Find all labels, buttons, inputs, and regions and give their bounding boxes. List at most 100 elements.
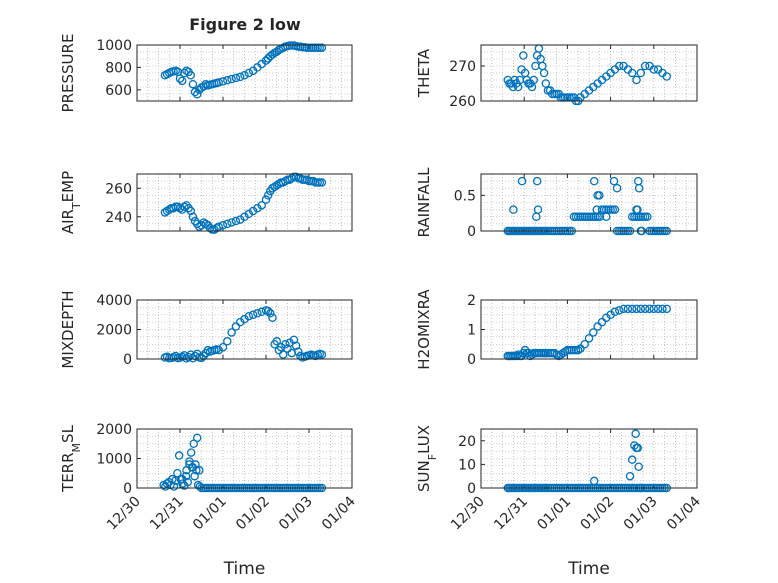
data-point [589, 476, 599, 486]
data-point [623, 304, 633, 314]
data-point [593, 322, 602, 331]
data-point [177, 474, 187, 484]
y-axis-label: THETA [415, 48, 433, 98]
data-point [186, 448, 196, 457]
data-point [190, 87, 200, 97]
data-point [268, 183, 277, 193]
data-point [529, 75, 538, 85]
data-point [186, 70, 195, 80]
data-point [649, 65, 659, 74]
y-tick-label: 600 [105, 83, 132, 99]
data-point [218, 221, 228, 230]
data-point [278, 350, 288, 359]
data-point [643, 212, 652, 221]
data-point [287, 174, 297, 183]
data-point [187, 463, 197, 472]
y-tick-label: 260 [449, 94, 476, 110]
y-tick-label: 270 [449, 59, 476, 75]
data-point [589, 176, 599, 186]
subplot-4: 0 0.5 RAINFALL [415, 167, 698, 240]
data-point [662, 304, 672, 314]
data-point [632, 304, 641, 314]
data-point [634, 462, 643, 472]
data-point [261, 56, 271, 65]
y-tick-label: 0.5 [454, 188, 476, 204]
y-axis-label: PRESSURE [59, 34, 77, 113]
data-point [263, 191, 273, 200]
data-point [244, 209, 254, 219]
y-tick-label: 0 [123, 352, 132, 368]
data-point [610, 205, 620, 214]
data-point [173, 202, 183, 212]
data-point [272, 337, 281, 346]
y-axis-label: AIRTEMP [59, 171, 83, 234]
data-point [175, 74, 185, 83]
data-point [633, 443, 643, 453]
y-tick-label: 2 [467, 293, 476, 309]
data-point [636, 304, 646, 314]
y-tick-label: 0 [467, 481, 476, 497]
data-point [263, 306, 273, 316]
data-point [519, 51, 528, 60]
y-axis-label: SUNFLUX [415, 425, 439, 492]
data-point [640, 304, 650, 314]
data-point [619, 304, 628, 314]
data-point [178, 479, 187, 488]
data-point [162, 352, 172, 362]
data-point [231, 322, 241, 331]
data-point [627, 68, 637, 78]
y-tick-label: 1 [467, 323, 476, 339]
data-point [296, 351, 305, 361]
data-point [261, 195, 271, 204]
data-point [174, 451, 184, 460]
data-point [589, 328, 598, 337]
data-point [602, 212, 611, 221]
y-axis-label: H2OMIXRA [415, 289, 433, 370]
data-point [195, 482, 205, 491]
data-point [177, 352, 187, 362]
data-point [244, 68, 254, 78]
data-point [210, 225, 219, 234]
axes-box [480, 173, 698, 232]
subplot-1: 600 800 1000 PRESSURE [59, 34, 353, 113]
data-point [272, 47, 281, 56]
data-point [293, 347, 303, 356]
data-point [614, 306, 624, 315]
data-point [180, 202, 189, 212]
axes-box [136, 428, 353, 489]
data-point [218, 342, 228, 352]
y-tick-label: 260 [105, 181, 132, 197]
data-point [653, 304, 663, 314]
data-point [177, 76, 187, 86]
x-axis-label: Time [567, 559, 610, 579]
data-point [223, 337, 232, 346]
y-tick-label: 800 [105, 60, 132, 76]
data-point [160, 208, 170, 217]
y-tick-label: 2000 [96, 323, 132, 339]
data-point [244, 311, 254, 321]
data-point [640, 61, 650, 71]
data-point [199, 218, 208, 227]
data-point [270, 182, 279, 192]
data-point [627, 455, 637, 464]
data-point [186, 206, 195, 216]
data-point [509, 205, 518, 214]
data-point [205, 223, 215, 233]
data-point [195, 466, 204, 475]
data-point [597, 317, 607, 327]
data-point [268, 313, 277, 322]
data-point [281, 339, 290, 349]
data-point [609, 176, 619, 186]
y-tick-label: 10 [458, 457, 476, 473]
figure-title: Figure 2 low [189, 15, 301, 34]
data-point [532, 176, 542, 186]
data-point [231, 73, 241, 83]
data-point [631, 429, 640, 438]
data-point [584, 334, 594, 343]
data-point [188, 79, 198, 89]
data-point [317, 43, 327, 53]
data-point [253, 203, 262, 213]
axes-box [136, 44, 353, 102]
data-point [533, 205, 543, 214]
data-point [614, 61, 624, 71]
